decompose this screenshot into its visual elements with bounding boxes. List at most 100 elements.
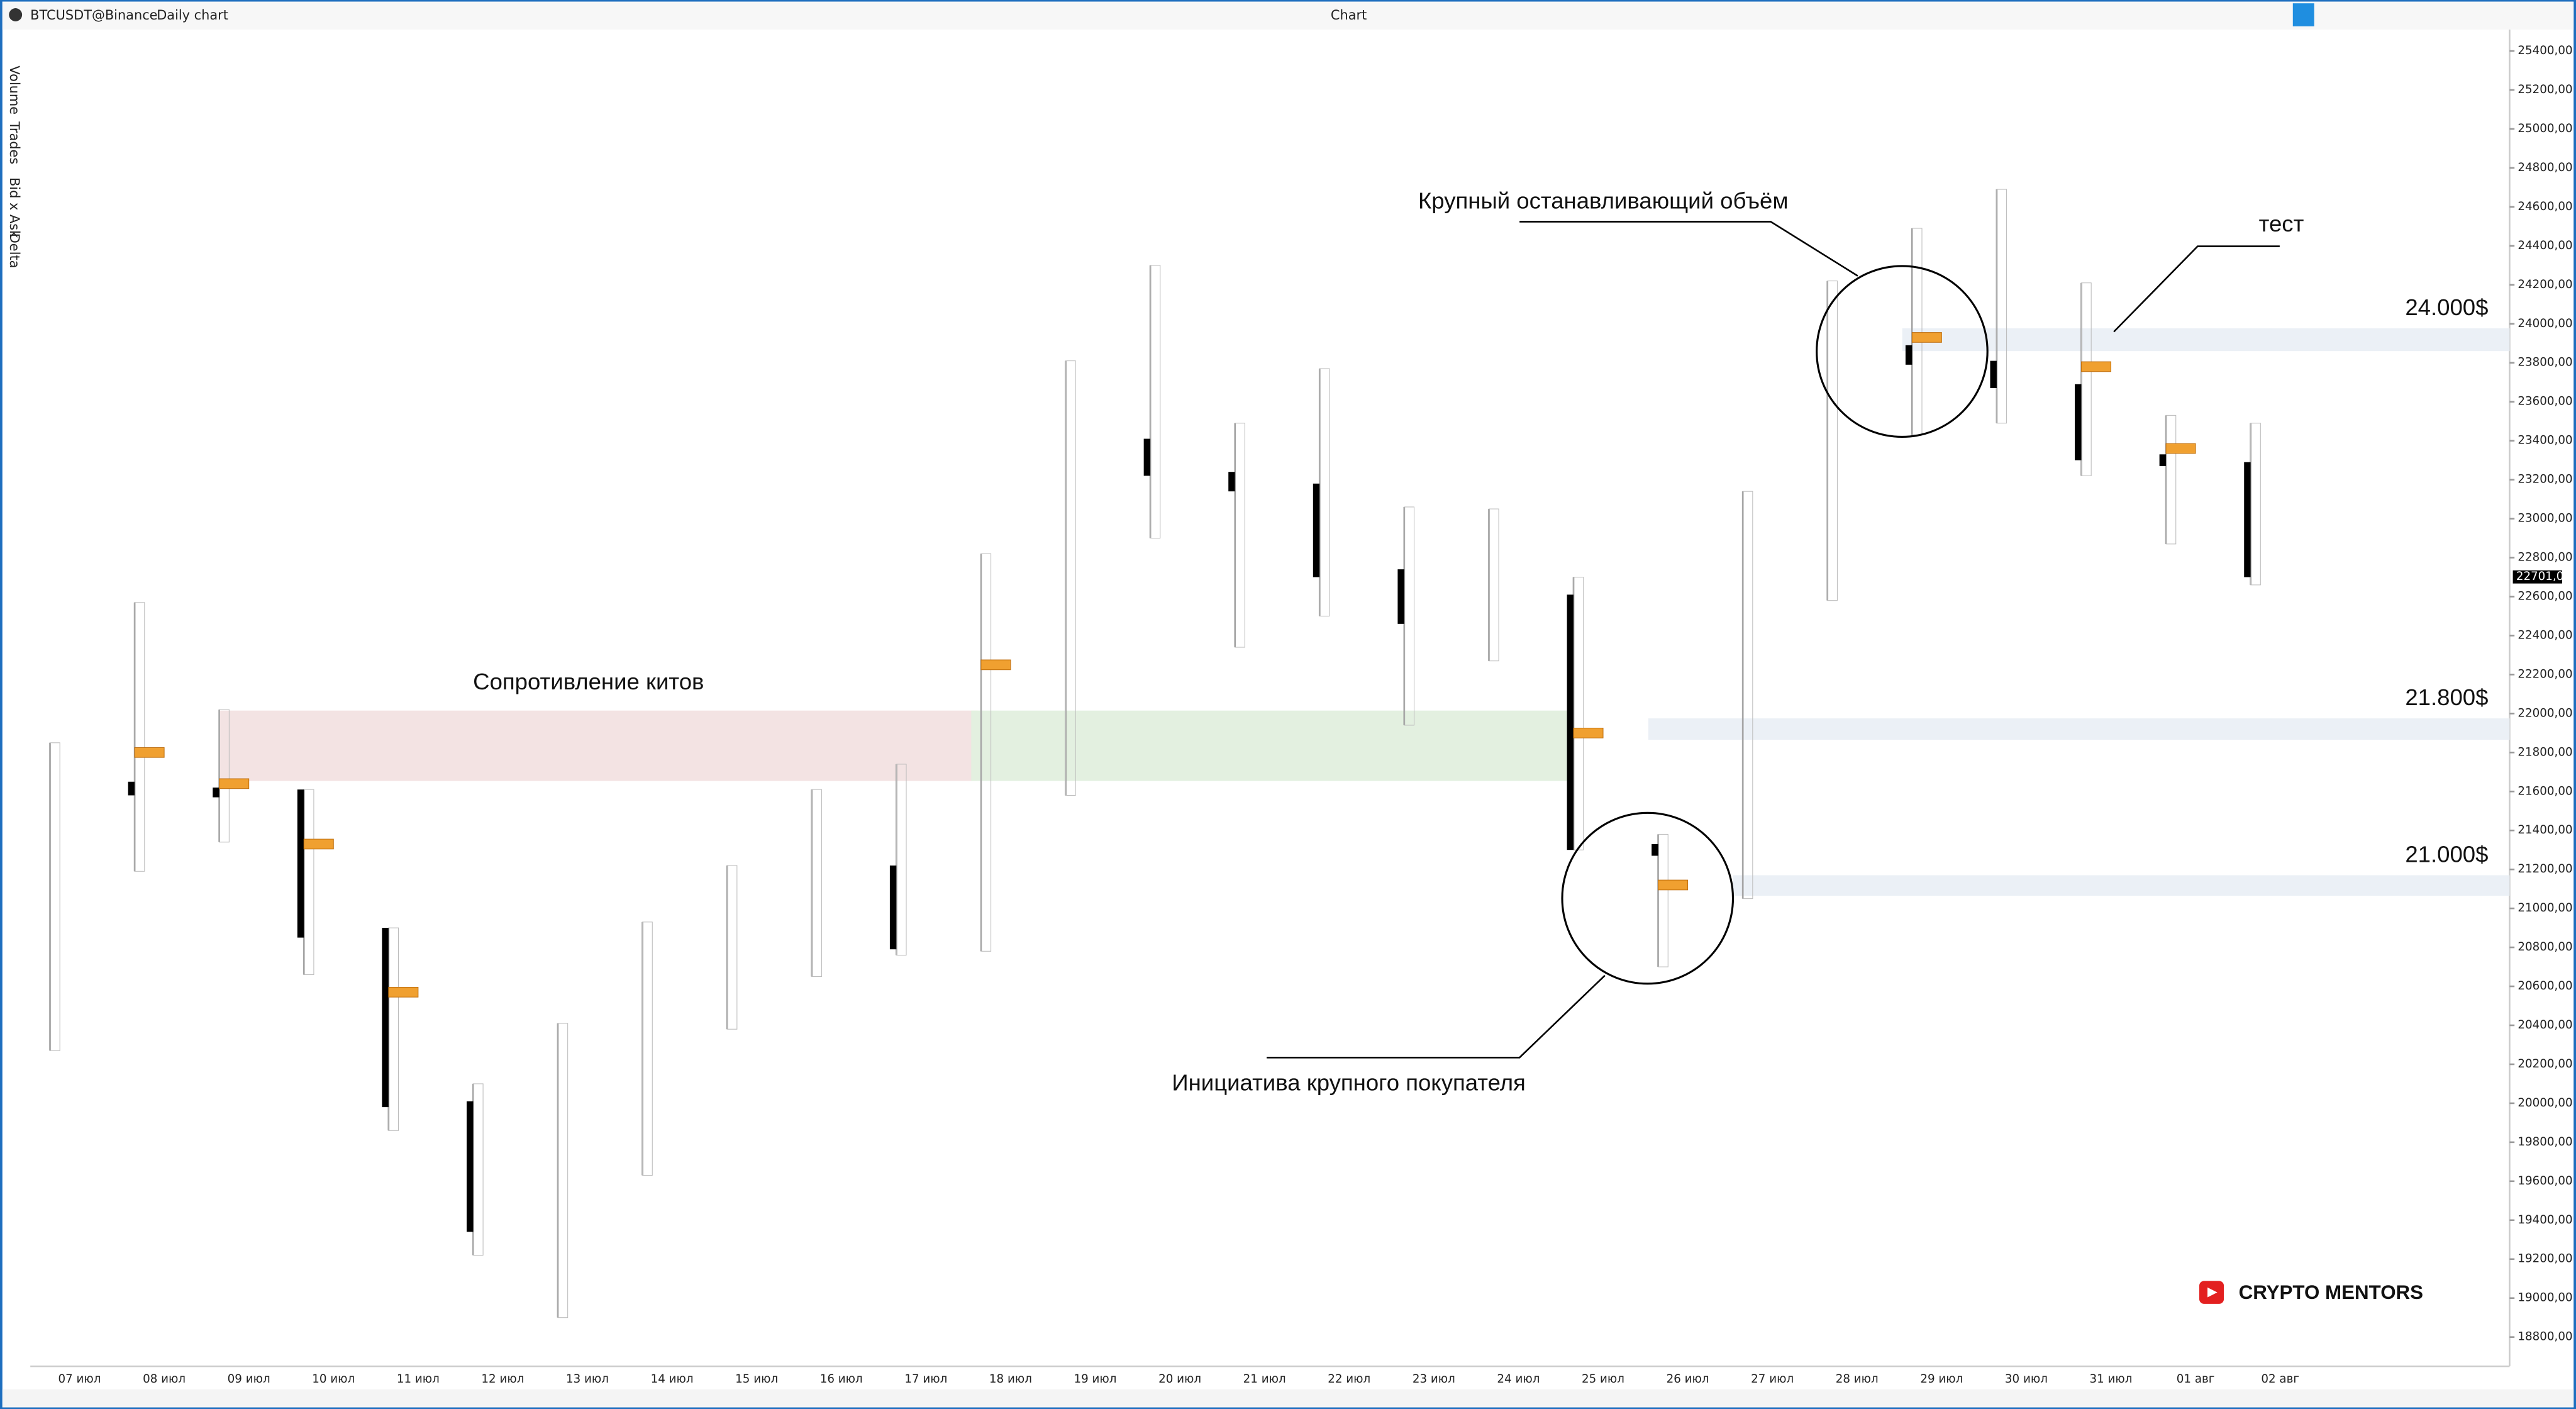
profile [1742,491,1753,899]
pointer [1267,974,1606,1059]
poc [980,659,1011,671]
y-tick-label: 23800,00 [2518,356,2572,369]
y-tick-label: 19600,00 [2518,1174,2572,1188]
body [213,788,219,798]
body [1313,483,1320,577]
panel-label[interactable]: Bid x Ask [7,177,22,238]
zone-label: 21.000$ [2405,842,2488,867]
body [1567,594,1574,850]
body [2075,384,2082,460]
logo-play [2207,1287,2218,1298]
profile [1235,423,1245,648]
profile [1827,281,1838,601]
x-tick-label: 28 июл [1836,1373,1879,1386]
body [1228,472,1235,492]
body [128,781,135,796]
zone [1648,718,2510,740]
poc [1573,727,1604,738]
poc [388,986,419,998]
timeframe[interactable]: Daily chart [157,8,228,23]
panel-label[interactable]: Trades [7,121,22,164]
profile [557,1023,569,1318]
y-tick-label: 21200,00 [2518,862,2572,876]
body [2159,454,2167,466]
y-tick-label: 20200,00 [2518,1057,2572,1071]
y-tick-label: 20600,00 [2518,979,2572,993]
body [889,865,897,950]
profile [896,764,907,955]
zone [971,710,1570,781]
highlight-circle [1816,265,1989,438]
symbol[interactable]: BTCUSDT@Binance [30,8,157,23]
x-tick-label: 30 июл [2005,1373,2048,1386]
zone [1902,328,2510,352]
x-tick-label: 29 июл [1920,1373,1963,1386]
y-tick-label: 20800,00 [2518,940,2572,954]
x-tick-label: 09 июл [228,1373,270,1386]
x-tick-label: 31 июл [2090,1373,2133,1386]
body [382,928,389,1108]
y-tick-label: 24400,00 [2518,239,2572,252]
profile [642,922,653,1176]
y-tick-label: 21600,00 [2518,784,2572,798]
body [1143,438,1151,476]
current-price-label: 22701,00 [2516,570,2571,583]
poc [219,778,250,789]
poc [2165,443,2196,454]
y-tick-label: 22800,00 [2518,551,2572,564]
profile [980,553,992,952]
x-tick-label: 16 июл [820,1373,863,1386]
x-tick-label: 18 июл [989,1373,1032,1386]
x-tick-label: 19 июл [1074,1373,1117,1386]
y-tick-label: 23600,00 [2518,395,2572,408]
current-price-tag [2512,570,2562,584]
scrollbar[interactable] [2,1389,2574,1408]
x-tick-label: 17 июл [904,1373,947,1386]
x-tick-label: 24 июл [1497,1373,1540,1386]
profile [49,742,60,1051]
y-tick-label: 18800,00 [2518,1330,2572,1344]
panel-label[interactable]: Delta [7,233,22,269]
profile [2080,282,2092,476]
profile [1996,189,2007,424]
profile [1150,265,1161,539]
y-tick-label: 21400,00 [2518,823,2572,837]
zone-label: 24.000$ [2405,294,2488,320]
annotation: Инициатива крупного покупателя [1172,1070,1526,1096]
y-tick-label: 19800,00 [2518,1135,2572,1149]
zone [1733,875,2510,896]
y-tick-label: 23000,00 [2518,512,2572,525]
annotation: Крупный останавливающий объём [1418,188,1789,214]
poc [303,838,334,850]
profile [1065,360,1076,796]
y-tick-label: 25000,00 [2518,122,2572,135]
y-tick-label: 25200,00 [2518,83,2572,96]
y-tick-label: 25400,00 [2518,44,2572,57]
panel-label[interactable]: Volume [7,65,22,114]
x-tick-label: 25 июл [1582,1373,1624,1386]
x-tick-label: 12 июл [481,1373,524,1386]
x-tick-label: 02 авг [2261,1373,2299,1386]
y-tick-label: 23200,00 [2518,473,2572,486]
profile [219,709,230,843]
toolbar [2,1,2574,30]
x-tick-label: 14 июл [651,1373,694,1386]
y-tick-label: 24800,00 [2518,161,2572,174]
pointer [1519,221,1858,277]
x-tick-label: 23 июл [1413,1373,1455,1386]
body [466,1101,474,1232]
tool-active[interactable] [2292,3,2314,26]
profile [2165,415,2177,545]
zone-label: Сопротивление китов [473,669,704,694]
y-tick-label: 19400,00 [2518,1213,2572,1227]
x-tick-label: 11 июл [397,1373,440,1386]
profile [1658,833,1668,967]
pointer [2113,245,2280,333]
app-icon[interactable] [9,8,23,21]
x-tick-label: 08 июл [143,1373,186,1386]
x-tick-label: 15 июл [735,1373,778,1386]
y-tick-label: 22200,00 [2518,667,2572,681]
poc [1911,332,1942,343]
